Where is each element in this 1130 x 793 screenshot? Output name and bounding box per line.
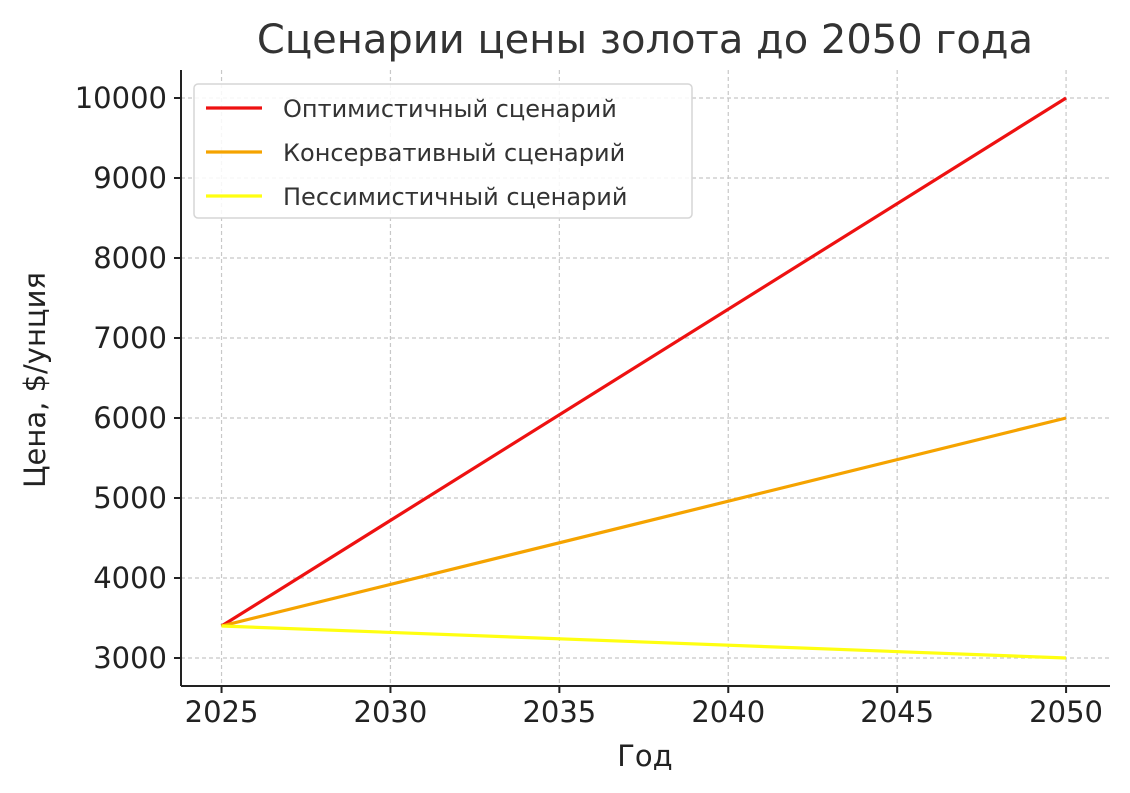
legend-label-2: Консервативный сценарий bbox=[283, 139, 625, 167]
y-tick-label: 5000 bbox=[93, 481, 167, 515]
legend-label-3: Пессимистичный сценарий bbox=[283, 183, 627, 211]
x-tick-label: 2040 bbox=[691, 695, 765, 729]
series-lines bbox=[220, 96, 1067, 660]
x-tick-label: 2025 bbox=[185, 695, 259, 729]
series-line-2 bbox=[221, 416, 1067, 628]
x-tick-label: 2035 bbox=[522, 695, 596, 729]
axes bbox=[180, 70, 1110, 687]
y-tick-label: 8000 bbox=[93, 241, 167, 275]
y-tick-label: 10000 bbox=[75, 81, 167, 115]
legend: Оптимистичный сценарий Консервативный сце… bbox=[193, 83, 693, 219]
series-line-3 bbox=[221, 624, 1067, 660]
x-tick-label: 2030 bbox=[354, 695, 428, 729]
y-tick-label: 7000 bbox=[93, 321, 167, 355]
ticks: 2025 2030 2035 2040 2045 2050 3000 4000 5000 6000… bbox=[75, 81, 1103, 729]
y-tick-label: 6000 bbox=[93, 401, 167, 435]
y-tick-label: 3000 bbox=[93, 641, 167, 675]
y-tick-label: 4000 bbox=[93, 561, 167, 595]
x-tick-label: 2045 bbox=[860, 695, 934, 729]
x-axis-label: Год bbox=[617, 739, 672, 773]
legend-label-1: Оптимистичный сценарий bbox=[283, 95, 617, 123]
y-axis-label: Цена, $/унция bbox=[18, 272, 52, 488]
legend-box bbox=[193, 83, 693, 219]
chart-title: Сценарии цены золота до 2050 года bbox=[257, 17, 1033, 63]
x-tick-label: 2050 bbox=[1029, 695, 1103, 729]
y-tick-label: 9000 bbox=[93, 161, 167, 195]
series-line-1 bbox=[220, 96, 1067, 628]
